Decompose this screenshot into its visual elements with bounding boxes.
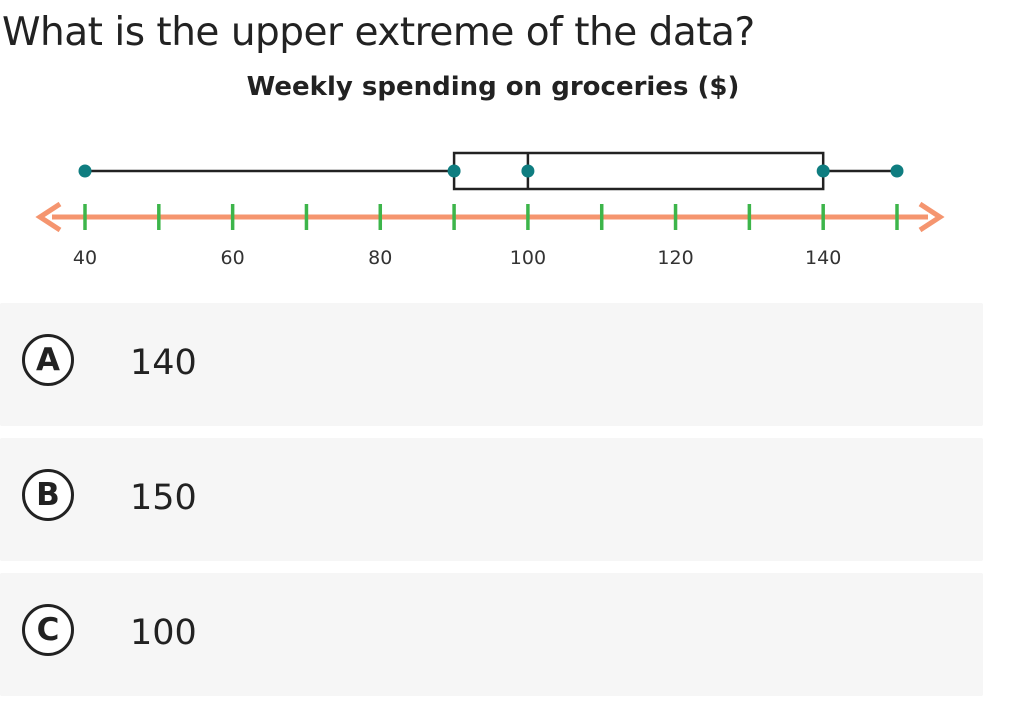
option-letter-c: C (22, 604, 74, 656)
option-b[interactable]: B 150 (0, 438, 983, 561)
axis-arrow-left (35, 201, 62, 233)
option-a[interactable]: A 140 (0, 303, 983, 426)
interquartile-box (452, 151, 825, 191)
tick-label-60: 60 (221, 247, 245, 269)
question-text: What is the upper extreme of the data? (2, 10, 755, 55)
option-value-a: 140 (130, 343, 197, 383)
point-q1 (447, 164, 461, 178)
point-median (521, 164, 535, 178)
option-letter-a: A (22, 334, 74, 386)
option-c[interactable]: C 100 (0, 573, 983, 696)
option-value-b: 150 (130, 478, 197, 518)
point-q3 (816, 164, 830, 178)
chart-title: Weekly spending on groceries ($) (246, 72, 740, 102)
tick-label-140: 140 (805, 247, 841, 269)
tick-label-100: 100 (510, 247, 546, 269)
axis-arrow-right (918, 201, 945, 233)
box-plot-chart: Weekly spending on groceries ($) 40 60 80 1… (0, 62, 1010, 292)
tick-label-120: 120 (657, 247, 693, 269)
box-plot-svg: 40 60 80 100 120 140 (35, 151, 945, 269)
option-value-c: 100 (130, 613, 197, 653)
answer-options: A 140 B 150 C 100 (0, 303, 983, 708)
tick-label-80: 80 (368, 247, 392, 269)
option-letter-b: B (22, 469, 74, 521)
point-max (890, 164, 904, 178)
point-min (78, 164, 92, 178)
tick-label-40: 40 (73, 247, 97, 269)
